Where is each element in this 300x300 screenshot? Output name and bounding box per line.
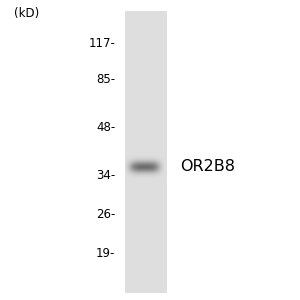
Text: 26-: 26-: [96, 208, 116, 221]
Text: OR2B8: OR2B8: [180, 159, 235, 174]
Text: (kD): (kD): [14, 7, 40, 20]
Text: 34-: 34-: [96, 169, 116, 182]
Text: 85-: 85-: [96, 73, 116, 86]
Text: 19-: 19-: [96, 247, 116, 260]
Bar: [124, 11, 167, 292]
Text: 48-: 48-: [96, 121, 116, 134]
Text: 117-: 117-: [88, 37, 116, 50]
